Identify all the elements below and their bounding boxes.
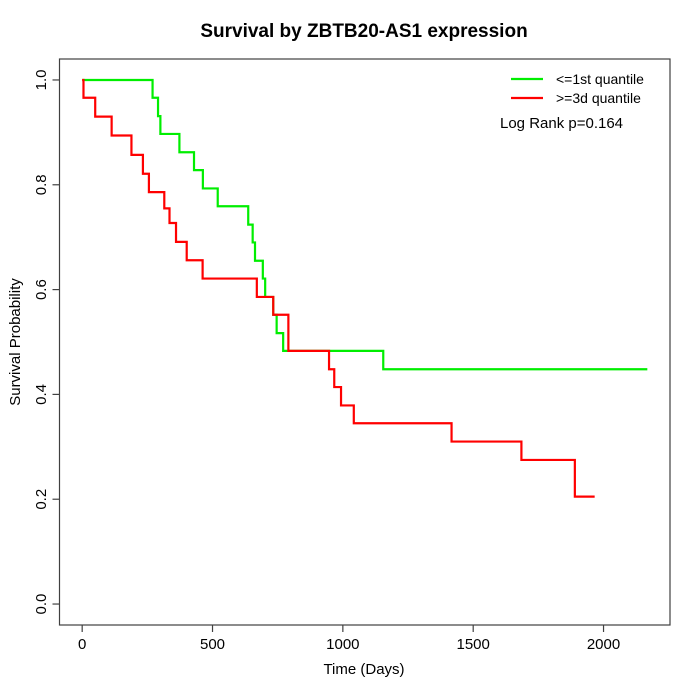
y-axis-label: Survival Probability: [7, 278, 24, 406]
km-curve-third-quantile: [82, 78, 595, 498]
y-tick-label: 0.0: [33, 594, 50, 615]
plot-area: 0 500 1000 1500 2000 0.0 0.2 0.4 0.6 0.8 1.0: [33, 58, 671, 653]
y-tick-label: 0.2: [33, 489, 50, 510]
x-tick-label: 1500: [457, 636, 490, 653]
legend: <=1st quantile >=3d quantile Log Rank p=…: [500, 71, 644, 132]
log-rank-annotation: Log Rank p=0.164: [500, 115, 623, 132]
plot-box: [58, 58, 671, 626]
y-tick-label: 0.8: [33, 174, 50, 195]
x-tick-label: 2000: [587, 636, 620, 653]
legend-label-third-quantile: >=3d quantile: [556, 90, 641, 106]
x-tick-label: 0: [78, 636, 86, 653]
x-tick-label: 1000: [326, 636, 359, 653]
legend-label-first-quantile: <=1st quantile: [556, 71, 644, 87]
x-tick-label: 500: [200, 636, 225, 653]
km-curve-first-quantile: [82, 78, 648, 371]
x-axis-label: Time (Days): [323, 661, 404, 678]
y-tick-label: 1.0: [33, 70, 50, 91]
y-tick-label: 0.4: [33, 384, 50, 405]
chart-title: Survival by ZBTB20-AS1 expression: [200, 21, 527, 42]
y-tick-label: 0.6: [33, 279, 50, 300]
